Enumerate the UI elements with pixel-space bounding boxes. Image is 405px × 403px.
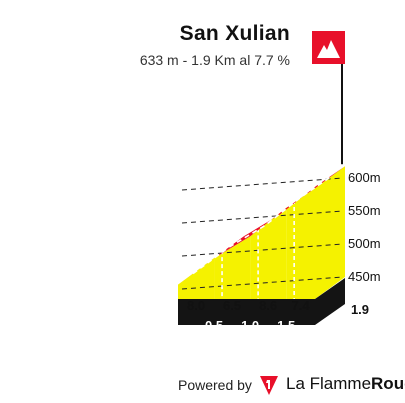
elevation-tick-label: 450m xyxy=(348,269,381,284)
brand-name-part2: Rouge xyxy=(371,374,405,393)
elevation-tick-label: 550m xyxy=(348,203,381,218)
flamme-rouge-logo-icon xyxy=(260,376,278,395)
mountain-flag-icon xyxy=(317,40,340,58)
gradient-label: 8.0 xyxy=(187,298,205,313)
distance-tick-label: 1.9 xyxy=(351,302,369,317)
brand-name-part1: La Flamme xyxy=(286,374,372,393)
brand-name[interactable]: La FlammeRouge xyxy=(286,374,405,394)
gradient-label: 7.4 xyxy=(292,298,311,313)
distance-base-band xyxy=(178,278,345,325)
powered-by-label: Powered by xyxy=(178,377,252,393)
climb-subtitle: 633 m - 1.9 Km al 7.7 % xyxy=(139,52,290,68)
road-centerline xyxy=(192,176,331,275)
gradient-label: 8.6 xyxy=(259,298,277,313)
distance-tick-label: 1.0 xyxy=(241,318,259,333)
gradient-segment-fill xyxy=(250,208,287,299)
distance-tick-label: 0.5 xyxy=(205,318,223,333)
climb-title: San Xulian xyxy=(179,22,290,45)
profile-back-face xyxy=(315,166,345,299)
distance-tick-label: 1.5 xyxy=(277,318,295,333)
gradient-segment-fill xyxy=(178,258,215,299)
gradient-segment-fill xyxy=(214,236,251,299)
elevation-tick-label: 600m xyxy=(348,170,381,185)
gradient-label: 6.5 xyxy=(223,298,241,313)
elevation-tick-label: 500m xyxy=(348,236,381,251)
